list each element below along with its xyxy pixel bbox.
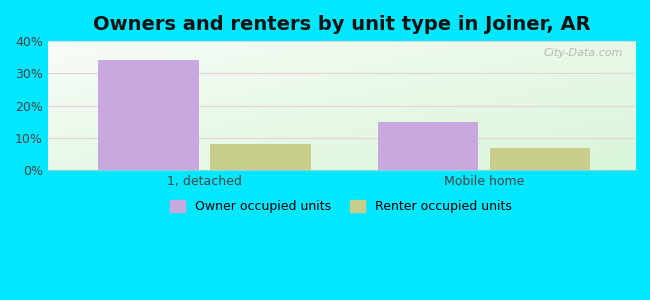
Legend: Owner occupied units, Renter occupied units: Owner occupied units, Renter occupied un… bbox=[166, 195, 517, 218]
Bar bbox=[98, 61, 199, 170]
Text: City-Data.com: City-Data.com bbox=[544, 48, 623, 58]
Bar bbox=[210, 144, 311, 170]
Bar bbox=[489, 148, 590, 170]
Title: Owners and renters by unit type in Joiner, AR: Owners and renters by unit type in Joine… bbox=[92, 15, 590, 34]
Bar bbox=[378, 122, 478, 170]
